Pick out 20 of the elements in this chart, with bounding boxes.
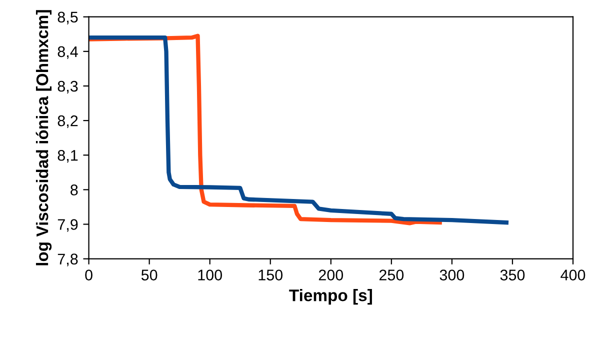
- x-tick-label: 50: [141, 270, 158, 280]
- x-tick-label: 300: [440, 270, 464, 280]
- x-tick-label: 200: [318, 270, 344, 280]
- x-tick-label: 150: [258, 270, 283, 280]
- y-tick-label: 8,5: [58, 12, 78, 24]
- y-tick-label: 8,1: [58, 150, 78, 163]
- line-series: [88, 36, 509, 225]
- y-tick-label: 8,2: [58, 115, 78, 128]
- x-tick-label: 400: [560, 270, 586, 280]
- y-tick-label: 7,8: [58, 254, 78, 266]
- y-tick-label: 8: [70, 184, 78, 196]
- y-tick-label: 7,9: [58, 219, 78, 232]
- x-tick-label: 250: [379, 270, 404, 280]
- y-tick-label: 8,3: [58, 80, 78, 94]
- y-tick-label: 8,4: [58, 46, 78, 59]
- x-tick-label: 350: [500, 270, 525, 280]
- x-tick-label: 0: [85, 270, 92, 280]
- y-axis-title: log Viscosidad iónica [Ohmxcm]: [36, 10, 52, 266]
- x-tick-label: 100: [198, 270, 222, 280]
- x-axis-title: Tiempo [s]: [289, 289, 372, 305]
